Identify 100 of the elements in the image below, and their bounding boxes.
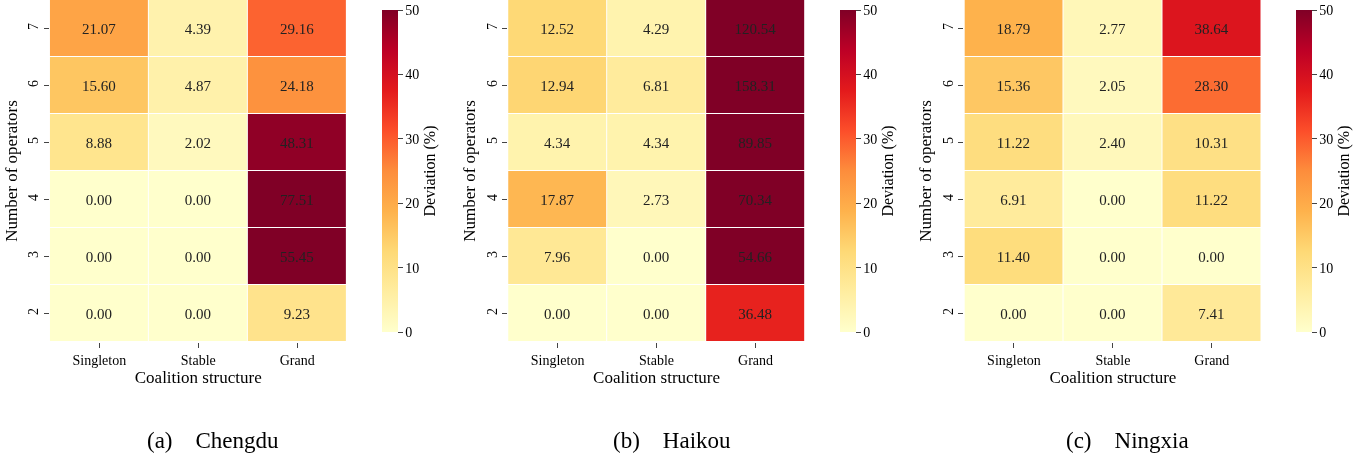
data-label: 0.00 [1000,306,1027,323]
data-label: 7.96 [544,249,571,266]
y-tick-label: 2 [26,307,42,315]
data-label: 15.36 [996,78,1031,95]
color-bar-label: 30 [863,131,878,147]
data-label: 38.64 [1194,21,1229,38]
data-label: 2.05 [1099,78,1126,95]
data-label: 0.00 [1099,249,1126,266]
y-axis-title: Number of operators [916,100,936,242]
color-bar-label: 0 [863,324,871,340]
data-label: 36.48 [738,306,773,323]
color-bar-title: Deviation (%) [421,125,440,217]
y-axis-title: Number of operators [1,100,21,242]
color-bar-title: Deviation (%) [879,125,898,217]
color-bar-label: 50 [405,2,420,18]
data-label: 0.00 [643,249,670,266]
data-label: 24.18 [279,78,314,95]
data-label: 70.34 [738,192,773,209]
color-bar-label: 10 [405,260,420,276]
data-label: 2.02 [184,135,211,152]
color-bar-label: 30 [1319,131,1334,147]
color-bar-label: 0 [1319,324,1327,340]
data-label: 17.87 [540,192,575,209]
data-label: 89.85 [738,135,773,152]
x-tick-label: Singleton [530,352,585,368]
x-tick-label: Grand [1194,352,1230,368]
y-tick-label: 5 [26,136,42,144]
data-label: 0.00 [85,192,112,209]
data-label: 8.88 [85,135,112,152]
x-tick-label: Singleton [72,352,127,368]
data-label: 55.45 [279,249,314,266]
data-label: 4.29 [643,21,670,38]
data-label: 158.31 [734,78,776,95]
y-tick-label: 2 [484,307,500,315]
color-bar-label: 20 [863,196,878,212]
color-bar-label: 40 [1319,67,1334,83]
y-tick-label: 6 [26,79,42,87]
x-tick-label: Grand [738,352,774,368]
data-label: 29.16 [279,21,315,38]
y-tick-label: 6 [940,79,956,87]
color-bar-label: 10 [863,260,878,276]
data-label: 21.07 [81,21,117,38]
text: (c) Ningxia [1066,428,1189,453]
y-tick-label: 7 [26,22,42,30]
text: (b) Haikou [613,428,732,453]
data-label: 0.00 [1099,306,1126,323]
data-label: 0.00 [1198,249,1225,266]
y-tick-label: 3 [940,250,956,258]
data-label: 0.00 [184,192,211,209]
color-bar-label: 20 [405,196,420,212]
data-label: 28.30 [1194,78,1229,95]
x-axis-title: Coalition structure [1049,368,1177,388]
x-axis-title: Coalition structure [593,368,721,388]
x-axis-title: Coalition structure [134,368,262,388]
data-label: 0.00 [184,249,211,266]
data-label: 2.77 [1099,21,1127,38]
y-tick-label: 5 [940,136,956,144]
data-label: 0.00 [544,306,571,323]
y-tick-label: 4 [26,193,42,201]
data-label: 7.41 [1198,306,1225,323]
y-axis-title: Number of operators [460,100,480,242]
y-tick-label: 4 [484,193,500,201]
data-label: 4.34 [544,135,571,152]
data-label: 77.51 [279,192,314,209]
data-label: 11.40 [996,249,1031,266]
x-tick-label: Stable [1095,352,1131,368]
data-label: 9.23 [283,306,310,323]
y-tick-label: 7 [940,22,956,30]
x-tick-label: Stable [180,352,216,368]
y-tick-label: 3 [26,250,42,258]
data-label: 11.22 [996,135,1031,152]
color-bar-label: 10 [1319,260,1334,276]
data-label: 10.31 [1194,135,1229,152]
data-label: 48.31 [279,135,314,152]
data-label: 4.39 [184,21,211,38]
y-tick-label: 3 [484,250,500,258]
data-label: 120.54 [734,21,777,38]
data-label: 6.81 [643,78,670,95]
y-tick-label: 7 [484,22,500,30]
color-bar-label: 50 [1319,2,1334,18]
color-bar-label: 0 [405,324,413,340]
color-bar-label: 50 [863,2,878,18]
data-label: 11.22 [1194,192,1229,209]
data-label: 15.60 [81,78,116,95]
color-bar-label: 20 [1319,196,1334,212]
data-label: 2.40 [1099,135,1126,152]
text: (a) Chengdu [147,428,280,453]
data-label: 0.00 [1099,192,1126,209]
color-bar-label: 30 [405,131,420,147]
data-label: 0.00 [85,306,112,323]
y-tick-label: 2 [940,307,956,315]
y-tick-label: 5 [484,136,500,144]
data-label: 0.00 [643,306,670,323]
x-tick-label: Singleton [987,352,1041,368]
color-bar-label: 40 [405,67,420,83]
data-label: 12.52 [540,21,575,38]
data-label: 18.79 [996,21,1031,38]
data-label: 12.94 [540,78,575,95]
data-label: 0.00 [184,306,211,323]
data-label: 6.91 [1000,192,1027,209]
